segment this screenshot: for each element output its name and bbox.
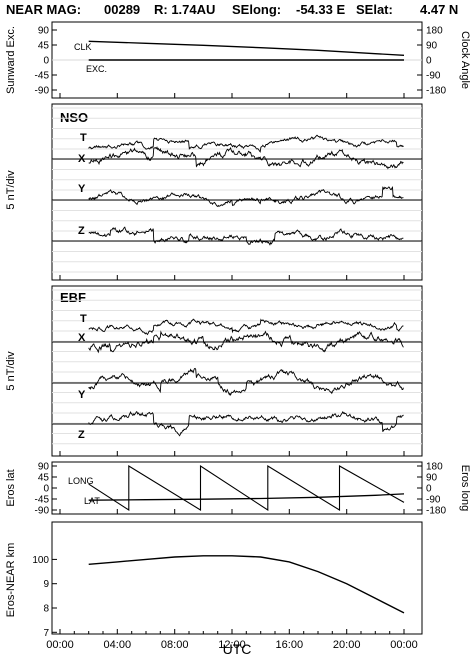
header-doy: 00289: [104, 2, 140, 17]
header-mission: NEAR MAG:: [6, 2, 81, 17]
xtick-label: 04:00: [104, 639, 132, 651]
header-selat-value: 4.47 N: [420, 2, 458, 17]
x-axis: 00:00 04:00 08:00 12:00 16:00 20:00 00:00: [46, 93, 418, 651]
header-range: R: 1.74AU: [154, 2, 215, 17]
trace-nso-z: [88, 226, 404, 246]
panel-eros-near-km: Eros-NEAR km 100 9 8 7: [5, 543, 405, 639]
ytick-label-left-eros: 0: [43, 484, 49, 495]
label-long: LONG: [68, 476, 94, 486]
panel-frame-eros-lat: [51, 461, 423, 515]
xtick-label: 12:00: [218, 639, 246, 651]
ytick-label-left-eros: -45: [35, 495, 50, 506]
label-ebf-z: Z: [78, 429, 85, 441]
ytick-label-eros-km: 7: [43, 628, 49, 639]
series-lat-line: [88, 493, 405, 501]
ylabel-nso: 5 nT/div: [5, 170, 17, 210]
ytick-label-right-eros: 0: [426, 484, 432, 495]
ytick-label-left-eros: 90: [38, 462, 50, 473]
panel-nso: NSO 5 nT/div T X Y Z: [5, 107, 422, 273]
title-ebf: EBF: [60, 290, 86, 305]
ytick-label-right-clock: -90: [426, 71, 441, 82]
ytick-label-eros-km: 8: [43, 604, 49, 615]
panel-ebf: EBF 5 nT/div T X Y Z: [5, 289, 422, 445]
ylabel-eros-long: Eros long: [459, 465, 471, 511]
ylabel-clock-angle: Clock Angle: [459, 31, 471, 89]
panel-frame-eros-km: [51, 521, 423, 635]
ylabel-sunward: Sunward Exc.: [5, 26, 17, 94]
label-ebf-y: Y: [78, 389, 86, 401]
header-selong-label: SElong:: [232, 2, 281, 17]
x-axis-title: UTC: [223, 641, 252, 656]
series-long-line: [88, 464, 405, 512]
ytick-label-left-eros: 45: [38, 473, 50, 484]
xtick-label: 20:00: [333, 639, 361, 651]
trace-ebf-y: [88, 367, 404, 396]
ylabel-eros-near-km: Eros-NEAR km: [5, 543, 17, 618]
ytick-label-left-clock: 90: [38, 26, 50, 37]
ytick-label-right-clock: 90: [426, 41, 438, 52]
label-ebf-t: T: [80, 313, 87, 325]
ytick-label-right-eros: 180: [426, 462, 443, 473]
trace-nso-x: [88, 146, 404, 170]
label-nso-y: Y: [78, 183, 86, 195]
label-lat: LAT: [84, 496, 100, 506]
ytick-label-right-eros: 90: [426, 473, 438, 484]
ytick-label-left-clock: -90: [35, 86, 50, 97]
panel-eros-lat-long: Eros lat Eros long 90450-45-90180900-90-…: [5, 462, 471, 517]
ytick-label-right-eros: -180: [426, 506, 446, 517]
header-selong-value: -54.33 E: [296, 2, 345, 17]
label-ebf-x: X: [78, 332, 86, 344]
ytick-label-right-clock: -180: [426, 86, 446, 97]
ytick-label-left-clock: 45: [38, 41, 50, 52]
label-nso-x: X: [78, 153, 86, 165]
xtick-label: 00:00: [390, 639, 418, 651]
label-clk: CLK: [74, 42, 92, 52]
ytick-label-eros-km: 9: [43, 579, 49, 590]
title-nso: NSO: [60, 110, 88, 125]
panel-frame-ebf: [51, 285, 423, 457]
panel-frame-nso: [51, 103, 423, 281]
ytick-label-left-clock: -45: [35, 71, 50, 82]
ytick-label-right-eros: -90: [426, 495, 441, 506]
ylabel-ebf: 5 nT/div: [5, 351, 17, 391]
ytick-label-left-clock: 0: [43, 56, 49, 67]
series-distance-line: [88, 555, 405, 614]
xtick-label: 00:00: [46, 639, 74, 651]
xtick-label: 16:00: [276, 639, 304, 651]
series-clk-line: [88, 40, 405, 56]
trace-nso-y: [88, 185, 404, 208]
ytick-label-right-clock: 0: [426, 56, 432, 67]
panel-clock-angle: Sunward Exc. Clock Angle 90 45 0 -45 -90 180 9…: [5, 26, 471, 97]
trace-nso-t: [88, 134, 404, 153]
trace-ebf-z: [88, 410, 404, 437]
label-nso-z: Z: [78, 225, 85, 237]
ytick-label-right-clock: 180: [426, 26, 443, 37]
ytick-label-eros-km: 100: [32, 555, 49, 566]
header-selat-label: SElat:: [356, 2, 393, 17]
label-nso-t: T: [80, 132, 87, 144]
trace-ebf-x: [88, 330, 404, 354]
ytick-label-left-eros: -90: [35, 506, 50, 517]
label-exc: EXC.: [86, 64, 107, 74]
trace-ebf-t: [88, 318, 404, 336]
ylabel-eros-lat: Eros lat: [5, 469, 17, 506]
xtick-label: 08:00: [161, 639, 189, 651]
